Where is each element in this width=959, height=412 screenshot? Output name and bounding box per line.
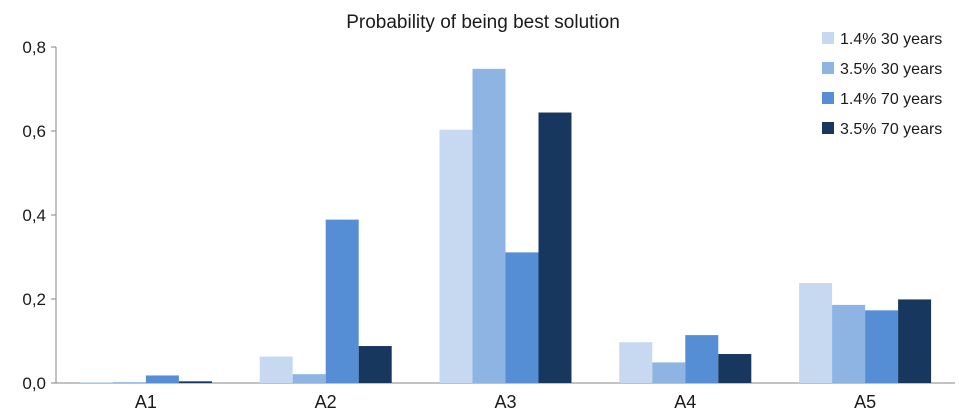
bar xyxy=(652,362,686,383)
y-tick-label: 0,8 xyxy=(22,38,46,57)
legend-label: 3.5% 70 years xyxy=(840,121,942,138)
bar xyxy=(619,342,653,383)
bar xyxy=(505,252,539,383)
bar xyxy=(292,374,326,383)
legend-swatch xyxy=(822,62,834,74)
bar xyxy=(325,219,359,383)
legend-swatch xyxy=(822,92,834,104)
legend-label: 1.4% 70 years xyxy=(840,91,942,108)
legend-swatch xyxy=(822,122,834,134)
legend-label: 1.4% 30 years xyxy=(840,31,942,48)
bar xyxy=(79,382,113,383)
bar xyxy=(178,381,212,383)
legend: 1.4% 30 years 3.5% 30 years 1.4% 70 years 3… xyxy=(822,31,942,138)
y-axis: 0,0 0,2 0,4 0,6 0,8 xyxy=(22,38,57,393)
y-tick-label: 0,4 xyxy=(22,206,46,225)
bar xyxy=(358,346,392,383)
bar xyxy=(898,299,932,383)
legend-swatch xyxy=(822,32,834,44)
x-category-label: A4 xyxy=(674,392,696,412)
bar xyxy=(145,375,179,383)
y-tick-label: 0,6 xyxy=(22,122,46,141)
bars xyxy=(79,68,932,384)
bar xyxy=(439,129,473,383)
bar xyxy=(538,112,572,384)
bar xyxy=(472,68,506,383)
x-category-label: A1 xyxy=(135,392,157,412)
y-tick-label: 0,0 xyxy=(22,374,46,393)
chart-title: Probability of being best solution xyxy=(346,12,620,33)
bar xyxy=(112,382,146,383)
bar xyxy=(685,335,719,383)
bar xyxy=(832,304,866,383)
x-category-label: A2 xyxy=(315,392,337,412)
bar xyxy=(259,356,293,383)
bar xyxy=(718,354,752,383)
legend-label: 3.5% 30 years xyxy=(840,61,942,78)
y-tick-label: 0,2 xyxy=(22,290,46,309)
x-axis: A1 A2 A3 A4 A5 xyxy=(56,382,955,412)
bar xyxy=(865,310,899,383)
x-category-label: A5 xyxy=(854,392,876,412)
x-category-label: A3 xyxy=(494,392,516,412)
bar xyxy=(799,283,833,383)
